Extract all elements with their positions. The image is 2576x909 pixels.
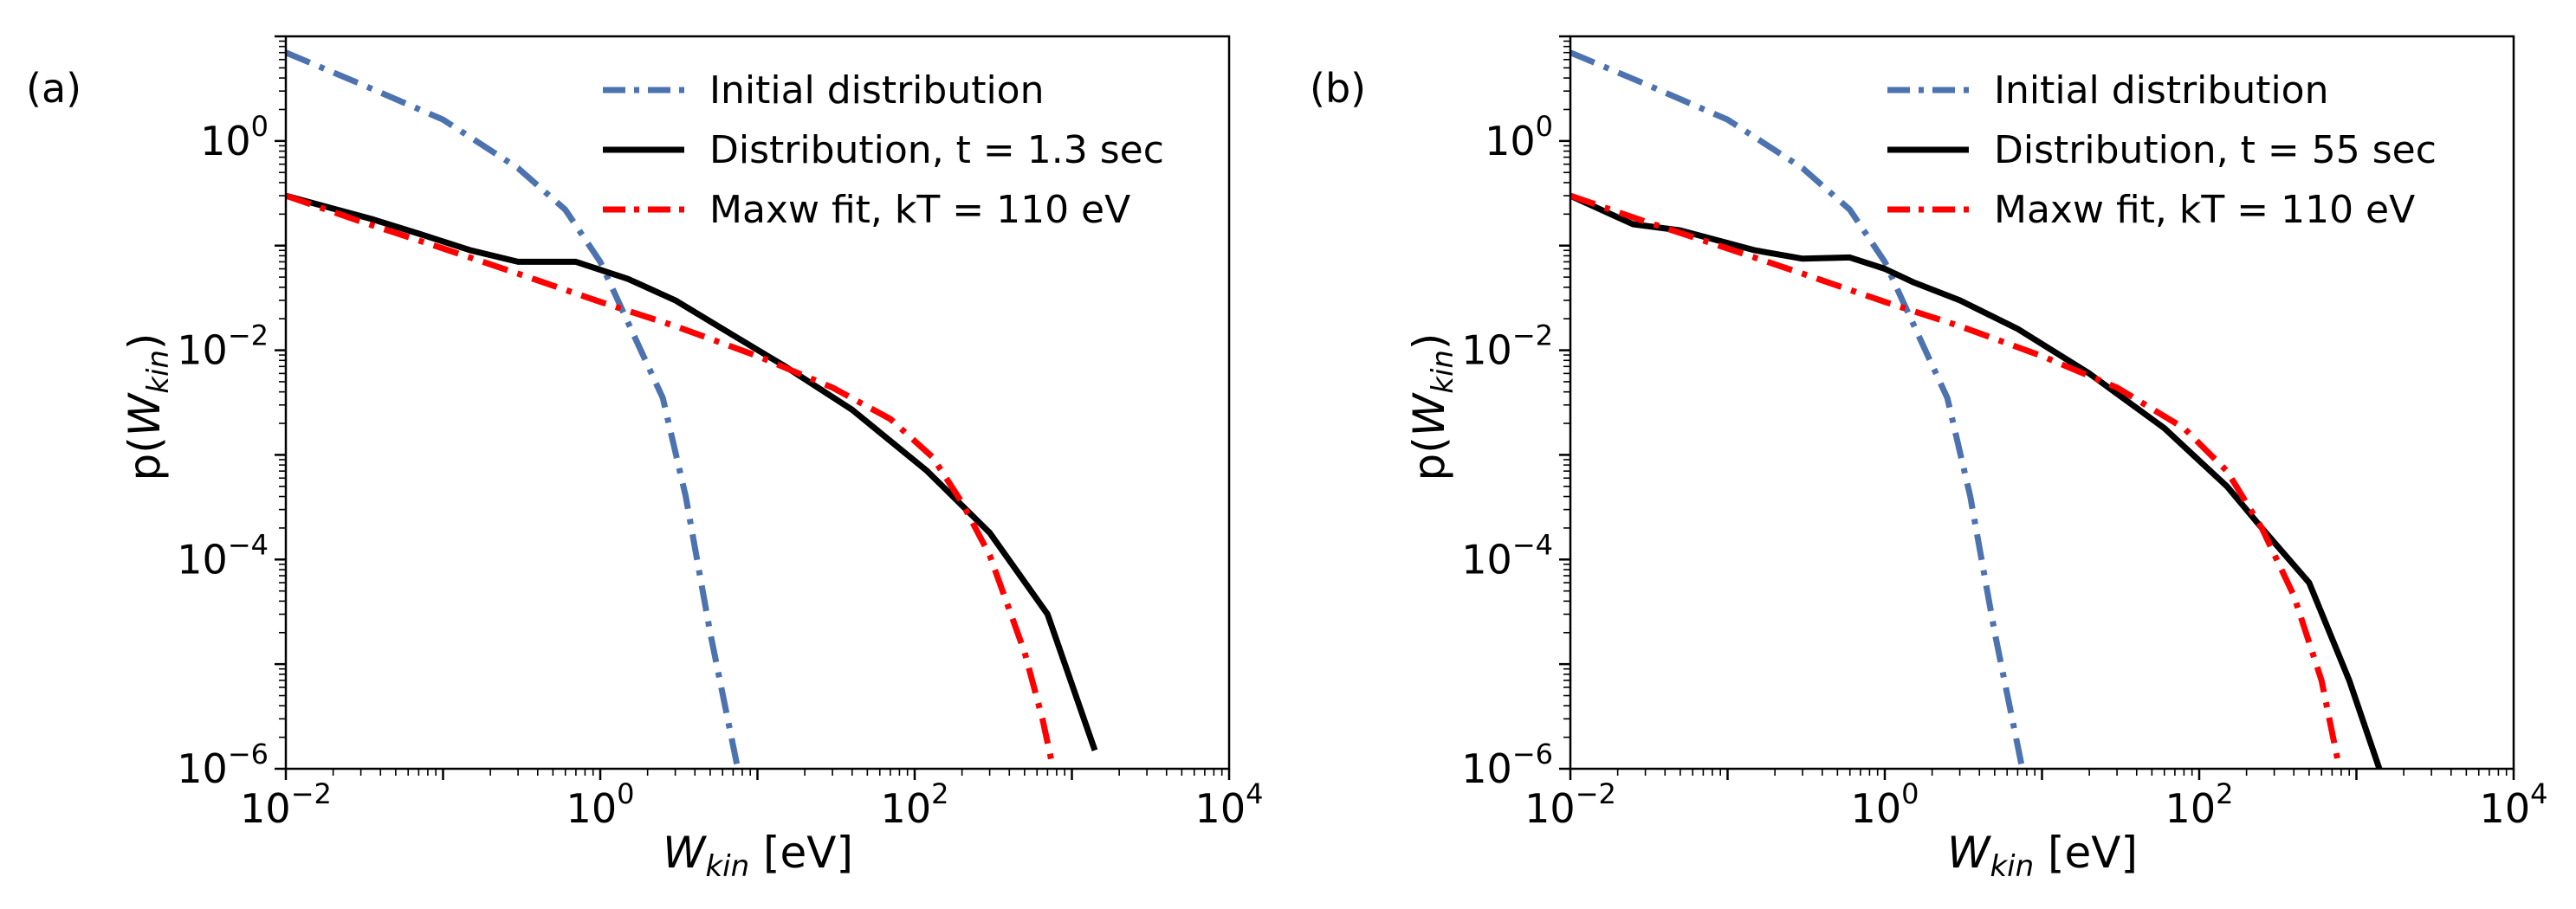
x-tick-label: 102 (2165, 777, 2234, 832)
x-tick-label: 100 (566, 777, 635, 832)
y-tick-label: 100 (1485, 110, 1553, 164)
x-tick-label: 100 (1851, 777, 1919, 832)
x-axis-label: Wkin [eV] (1947, 828, 2138, 884)
legend-label: Maxw fit, kT = 110 eV (1994, 188, 2415, 232)
y-tick-label: 10−4 (1461, 528, 1553, 583)
panel-label: (b) (1310, 65, 1366, 112)
legend: Initial distribution Distribution, t = 55… (1887, 68, 2437, 232)
legend-label: Initial distribution (1994, 68, 2328, 113)
plot-area: 10−2 100 102 104 10−6 10−4 10−2 100 Initial dist… (1461, 35, 2548, 832)
panel-a: (a) 10−2 100 102 104 10−6 10−4 10−2 100 Initial … (26, 35, 1264, 884)
series-line-2 (1570, 192, 2383, 769)
x-tick-label: 102 (881, 777, 949, 832)
y-tick-label: 10−6 (177, 738, 269, 792)
series-line-2 (286, 192, 1098, 751)
x-tick-label: 104 (1195, 777, 1264, 832)
legend: Initial distribution Distribution, t = 1.… (603, 68, 1164, 232)
series-group (286, 49, 1098, 769)
x-axis-label: Wkin [eV] (663, 828, 853, 884)
series-line-1 (286, 49, 741, 769)
legend-label: Initial distribution (709, 68, 1044, 113)
legend-label: Distribution, t = 1.3 sec (709, 128, 1164, 172)
series-line-3 (286, 192, 1057, 769)
y-tick-label: 10−2 (1461, 319, 1553, 374)
y-axis-label: p(Wkin) (1404, 333, 1460, 481)
y-tick-label: 100 (200, 110, 269, 164)
y-axis-label: p(Wkin) (120, 333, 176, 481)
x-tick-label: 104 (2480, 777, 2548, 832)
series-line-3 (1570, 192, 2343, 769)
legend-label: Maxw fit, kT = 110 eV (709, 188, 1130, 232)
plot-area: 10−2 100 102 104 10−6 10−4 10−2 100 Initial dist… (177, 35, 1264, 832)
series-line-1 (1570, 49, 2026, 769)
y-tick-label: 10−4 (177, 528, 269, 583)
y-tick-label: 10−2 (177, 319, 269, 374)
y-tick-label: 10−6 (1461, 738, 1553, 792)
x-tick-label: 10−2 (240, 777, 332, 832)
panel-b: (b) 10−2 100 102 104 10−6 10−4 10−2 100 Initial … (1310, 35, 2548, 884)
x-tick-label: 10−2 (1524, 777, 1616, 832)
panel-label: (a) (26, 65, 81, 112)
series-group (1570, 49, 2383, 769)
legend-label: Distribution, t = 55 sec (1994, 128, 2437, 172)
